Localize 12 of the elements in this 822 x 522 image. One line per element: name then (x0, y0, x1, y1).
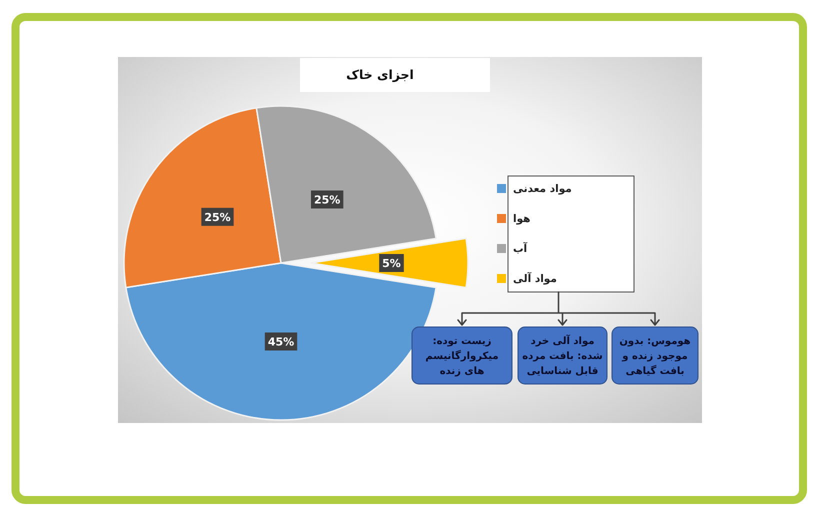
legend-label: مواد معدنی (513, 183, 572, 195)
text: مواد آلی خرد شده: بافت مرده قابل شناسایی (522, 334, 603, 377)
text: هوموس: بدون موجود زنده و بافت گیاهی (619, 336, 691, 377)
text: زیست توده: میکروارگانیسم های زنده (425, 336, 499, 377)
data-label: 5% (382, 257, 401, 270)
chart-title: اجزای خاک (346, 67, 414, 83)
data-label: 25% (314, 193, 340, 206)
legend-label: هوا (513, 213, 530, 225)
data-label: 45% (268, 336, 294, 348)
legend-label: مواد آلی (513, 271, 557, 285)
legend-label: آب (513, 241, 528, 255)
data-label: 25% (204, 210, 231, 224)
